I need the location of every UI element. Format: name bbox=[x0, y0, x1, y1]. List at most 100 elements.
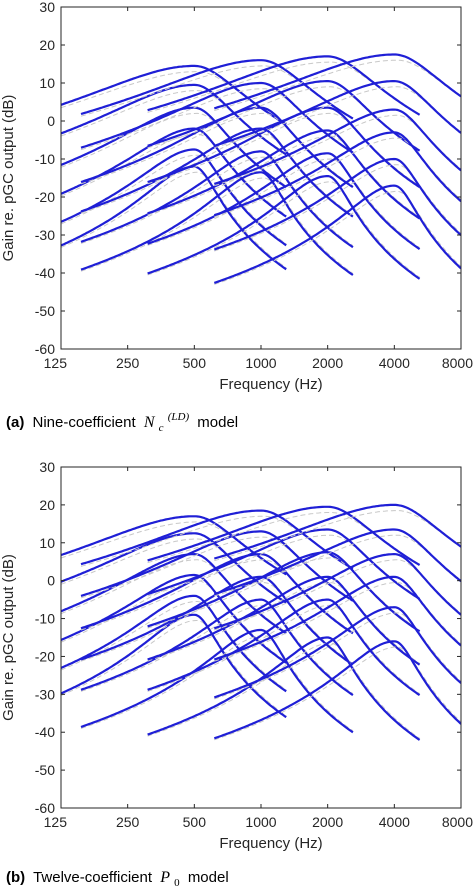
y-tick-label: -10 bbox=[35, 151, 55, 167]
reference-curve-500-5 bbox=[61, 620, 287, 717]
reference-curve-1000-1 bbox=[80, 88, 354, 153]
y-tick-label: 10 bbox=[39, 75, 55, 91]
gain-curve-500-1 bbox=[61, 532, 287, 604]
reference-curve-4000-5 bbox=[214, 190, 461, 285]
x-tick-label: 125 bbox=[44, 355, 68, 371]
reference-curve-1000-2 bbox=[80, 559, 354, 633]
reference-curve-1000-3 bbox=[80, 133, 354, 216]
y-axis-label-a: Gain re. pGC output (dB) bbox=[0, 95, 17, 262]
reference-curve-2000-2 bbox=[147, 557, 420, 631]
reference-curve-2000-1 bbox=[147, 534, 420, 599]
reference-curve-500-5 bbox=[61, 171, 287, 269]
reference-curve-2000-1 bbox=[147, 86, 420, 151]
gain-curve-1000-0 bbox=[80, 509, 354, 570]
axes-box-b bbox=[60, 466, 462, 809]
gain-curve-1000-4 bbox=[80, 150, 354, 249]
gain-curve-2000-0 bbox=[147, 505, 421, 566]
gain-curve-2000-1 bbox=[147, 80, 421, 152]
y-tick-label: -20 bbox=[35, 648, 55, 664]
gain-curve-1000-1 bbox=[80, 81, 354, 154]
caption-text-a: Nine-coefficient bbox=[33, 414, 137, 431]
reference-curve-2000-3 bbox=[147, 135, 420, 218]
gain-curve-4000-0 bbox=[214, 53, 461, 110]
reference-curve-1000-5 bbox=[80, 177, 354, 274]
reference-curve-4000-3 bbox=[214, 582, 461, 662]
gain-curve-500-2 bbox=[61, 106, 287, 189]
caption-math-base-b: P bbox=[159, 869, 170, 886]
reference-curve-1000-4 bbox=[80, 604, 354, 695]
gain-curve-1000-0 bbox=[80, 59, 354, 120]
caption-math-base-a: N bbox=[143, 414, 156, 431]
reference-curve-2000-4 bbox=[147, 604, 420, 695]
x-tick-label: 250 bbox=[116, 355, 140, 371]
gain-curve-1000-1 bbox=[80, 530, 354, 602]
gain-curve-500-2 bbox=[61, 552, 287, 635]
reference-curve-500-2 bbox=[61, 112, 287, 187]
y-tick-label: -40 bbox=[35, 265, 55, 281]
y-tick-label: 20 bbox=[39, 497, 55, 513]
gain-curve-4000-3 bbox=[213, 131, 461, 217]
y-tick-label: 30 bbox=[39, 0, 55, 15]
gain-curve-4000-5 bbox=[213, 640, 461, 740]
reference-curve-4000-0 bbox=[214, 59, 461, 111]
reference-curve-2000-4 bbox=[147, 158, 420, 249]
y-tick-label: -60 bbox=[35, 341, 55, 357]
reference-curve-500-2 bbox=[61, 559, 287, 633]
caption-b: (b) Twelve-coefficient P 0 model bbox=[6, 869, 229, 887]
x-tick-label: 500 bbox=[183, 814, 207, 830]
caption-suffix-a: model bbox=[197, 414, 238, 431]
gain-curve-4000-0 bbox=[214, 503, 461, 560]
gain-curve-500-4 bbox=[61, 594, 287, 693]
reference-curve-4000-5 bbox=[214, 646, 461, 741]
y-tick-label: -20 bbox=[35, 189, 55, 205]
caption-math-sub-a: c bbox=[159, 422, 164, 434]
gain-curve-4000-2 bbox=[213, 552, 461, 630]
gain-curve-1000-2 bbox=[80, 553, 354, 635]
gain-curve-4000-2 bbox=[213, 108, 461, 185]
y-tick-label: -30 bbox=[35, 686, 55, 702]
gain-curve-2000-4 bbox=[147, 598, 421, 697]
y-tick-label: -60 bbox=[35, 800, 55, 816]
reference-curve-2000-5 bbox=[147, 181, 420, 278]
caption-text-b: Twelve-coefficient bbox=[33, 869, 153, 886]
y-tick-label: 0 bbox=[47, 573, 55, 589]
gain-curve-2000-4 bbox=[147, 152, 421, 251]
x-tick-label: 1000 bbox=[245, 814, 276, 830]
y-tick-label: -10 bbox=[35, 611, 55, 627]
x-tick-label: 500 bbox=[183, 355, 207, 371]
caption-suffix-b: model bbox=[188, 869, 229, 886]
reference-curve-4000-3 bbox=[214, 137, 461, 218]
reference-curve-2000-5 bbox=[147, 642, 420, 739]
reference-curve-500-1 bbox=[61, 90, 287, 155]
reference-curve-500-3 bbox=[61, 133, 287, 216]
ticks-b: -60 -50 -40 -30 -20 -10 0 10 20 30 125 250 500 1000 20… bbox=[35, 459, 473, 830]
y-tick-label: 10 bbox=[39, 535, 55, 551]
reference-curve-500-3 bbox=[61, 580, 287, 662]
gain-curve-1000-5 bbox=[80, 171, 354, 276]
y-tick-label: 30 bbox=[39, 459, 55, 475]
x-tick-label: 8000 bbox=[442, 814, 473, 830]
reference-curve-500-1 bbox=[61, 538, 287, 603]
gain-curve-500-1 bbox=[61, 83, 287, 156]
caption-math-sub-b: 0 bbox=[174, 877, 180, 887]
reference-curve-1000-3 bbox=[80, 582, 354, 664]
gain-curve-2000-5 bbox=[147, 175, 421, 280]
x-tick-label: 2000 bbox=[312, 814, 343, 830]
y-tick-label: 20 bbox=[39, 37, 55, 53]
x-tick-label: 125 bbox=[44, 814, 68, 830]
ticks-a: -60 -50 -40 -30 -20 -10 0 10 20 30 125 250 500 1000 20… bbox=[35, 0, 473, 371]
gain-curve-2000-5 bbox=[147, 636, 421, 741]
gain-curve-4000-1 bbox=[214, 80, 461, 147]
gain-curve-4000-4 bbox=[213, 606, 461, 699]
caption-a: (a) Nine-coefficient N c (LD) model bbox=[6, 407, 238, 435]
reference-curve-1000-4 bbox=[80, 156, 354, 247]
gain-curve-500-0 bbox=[61, 64, 287, 126]
plot-area-b bbox=[61, 503, 461, 741]
gain-curve-4000-5 bbox=[213, 184, 461, 284]
caption-letter-a: (a) bbox=[6, 414, 24, 431]
reference-curve-500-0 bbox=[61, 521, 287, 575]
reference-curve-2000-3 bbox=[147, 582, 420, 664]
x-axis-label-a: Frequency (Hz) bbox=[219, 376, 322, 393]
y-tick-label: 0 bbox=[47, 113, 55, 129]
